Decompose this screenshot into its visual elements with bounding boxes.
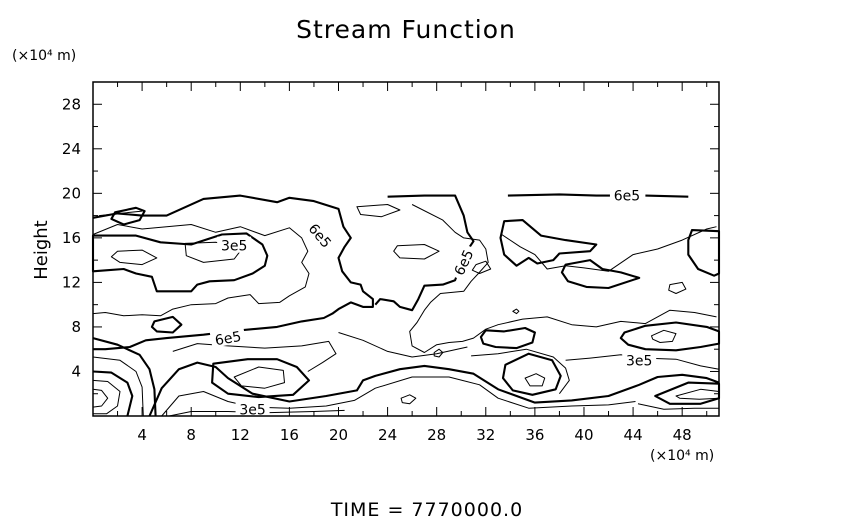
y-tick-label: 16 xyxy=(62,229,81,247)
contour-line-6 xyxy=(501,226,717,272)
y-tick-label: 28 xyxy=(62,95,81,113)
time-footer: TIME = 7770000.0 xyxy=(330,499,523,519)
contour-line-7 xyxy=(99,210,143,217)
contour-line-34 xyxy=(338,332,468,358)
contour-label: 6e5 xyxy=(609,186,644,205)
contour-line-19 xyxy=(150,315,183,334)
y-tick-label: 20 xyxy=(62,184,81,202)
contour-label-bg xyxy=(448,243,478,281)
contour-line-23 xyxy=(92,337,157,417)
x-tick-label: 40 xyxy=(574,426,593,444)
x-tick-label: 4 xyxy=(137,426,147,444)
contour-label-bg xyxy=(609,186,644,203)
y-axis-label: Height xyxy=(31,220,52,280)
contour-line-11 xyxy=(110,249,158,266)
contour-line-32 xyxy=(211,358,311,399)
x-tick-label: 20 xyxy=(329,426,348,444)
y-tick-label: 12 xyxy=(62,273,81,291)
contour-line-21 xyxy=(619,321,721,352)
contour-line-1 xyxy=(374,194,475,312)
plot-frame xyxy=(92,81,720,417)
contour-line-35 xyxy=(471,348,570,394)
chart-title: Stream Function xyxy=(296,15,516,44)
contour-line-44 xyxy=(512,308,520,315)
contour-line-5 xyxy=(409,204,717,353)
contour-label: 6e5 xyxy=(448,243,478,281)
contour-label-bg xyxy=(217,236,252,253)
contour-line-41 xyxy=(637,403,719,410)
contour-label-text: 3e5 xyxy=(221,239,247,255)
y-axis-ticks: 4 8 12 16 20 24 28 xyxy=(62,81,719,395)
contour-line-2 xyxy=(507,193,615,197)
contour-label: 6e5 xyxy=(303,216,338,254)
contour-label-bg xyxy=(235,400,270,417)
contour-line-14 xyxy=(471,260,492,274)
x-tick-label: 48 xyxy=(673,426,692,444)
contour-label-text: 3e5 xyxy=(239,402,265,418)
contour-line-4 xyxy=(92,224,310,317)
x-tick-label: 44 xyxy=(624,426,643,444)
x-tick-label: 36 xyxy=(525,426,544,444)
contour-lines xyxy=(91,193,721,417)
contour-line-17 xyxy=(687,229,721,277)
contour-labels: 6e5 6e5 3e5 6e5 6e5 3e5 3e5 xyxy=(209,186,657,418)
y-axis-unit: (×10⁴ m) xyxy=(12,48,76,64)
contour-label-bg xyxy=(303,216,338,254)
contour-label: 3e5 xyxy=(235,400,270,418)
contour-line-26 xyxy=(92,379,121,415)
contour-label-bg xyxy=(209,326,246,348)
contour-line-27 xyxy=(92,388,109,408)
contour-line-25 xyxy=(92,370,134,417)
contour-line-3 xyxy=(645,194,689,198)
x-axis-ticks: 4 8 12 16 20 24 28 32 36 40 44 48 xyxy=(92,82,708,444)
contour-line-33 xyxy=(233,366,285,389)
contour-line-29 xyxy=(161,376,636,417)
contour-line-22 xyxy=(651,329,677,343)
contour-line-36 xyxy=(501,352,562,396)
x-axis-unit: (×10⁴ m) xyxy=(650,448,714,464)
contour-line-18 xyxy=(668,281,687,294)
contour-line-15 xyxy=(499,219,598,267)
contour-label-text: 3e5 xyxy=(626,353,652,369)
contour-line-12 xyxy=(184,241,244,263)
x-tick-label: 32 xyxy=(476,426,495,444)
contour-line-37 xyxy=(524,373,546,387)
contour-label: 3e5 xyxy=(217,236,252,255)
contour-line-13 xyxy=(393,244,440,260)
contour-line-20 xyxy=(479,326,536,350)
contour-label: 6e5 xyxy=(209,326,246,349)
contour-line-9 xyxy=(356,204,401,218)
contour-label: 3e5 xyxy=(622,351,657,369)
contour-label-text: 6e5 xyxy=(214,329,243,349)
contour-line-42 xyxy=(400,394,417,405)
x-tick-label: 16 xyxy=(280,426,299,444)
x-tick-label: 24 xyxy=(378,426,397,444)
contour-line-24 xyxy=(92,356,144,417)
x-tick-label: 12 xyxy=(231,426,250,444)
y-tick-label: 24 xyxy=(62,140,81,158)
y-tick-label: 8 xyxy=(71,318,81,336)
contour-label-text: 6e5 xyxy=(614,189,640,205)
contour-line-43 xyxy=(433,348,444,358)
contour-line-28 xyxy=(148,361,720,417)
contour-line-8 xyxy=(110,206,146,226)
x-tick-label: 28 xyxy=(427,426,446,444)
contour-label-bg xyxy=(622,351,657,368)
y-tick-label: 4 xyxy=(71,362,81,380)
contour-line-31 xyxy=(172,340,337,372)
contour-line-10 xyxy=(91,232,269,293)
contour-line-16 xyxy=(560,259,641,290)
x-tick-label: 8 xyxy=(186,426,196,444)
contour-line-40 xyxy=(675,388,720,400)
